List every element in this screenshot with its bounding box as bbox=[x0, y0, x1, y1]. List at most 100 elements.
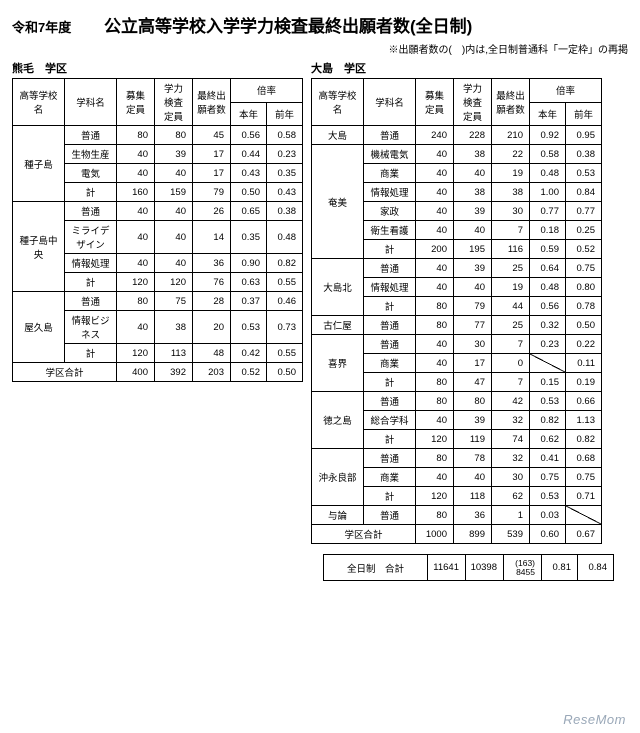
num-cell: 38 bbox=[454, 145, 492, 164]
num-cell: 17 bbox=[193, 164, 231, 183]
rate-cell: 0.90 bbox=[231, 254, 267, 273]
dept-cell: 普通 bbox=[364, 259, 416, 278]
total-cell: 0.50 bbox=[267, 363, 303, 382]
right-table: 高等学校名 学科名 募集 定員 学力 検査 定員 最終出 願者数 倍率 本年 前… bbox=[311, 78, 602, 544]
rate-cell: 0.37 bbox=[231, 292, 267, 311]
rate-cell: 0.59 bbox=[530, 240, 566, 259]
th-capacity: 募集 定員 bbox=[117, 79, 155, 126]
rate-cell: 0.75 bbox=[566, 468, 602, 487]
rate-cell: 0.32 bbox=[530, 316, 566, 335]
rate-cell: 0.82 bbox=[267, 254, 303, 273]
num-cell: 45 bbox=[193, 126, 231, 145]
table-row: 奄美機械電気4038220.580.38 bbox=[312, 145, 602, 164]
dept-cell: 商業 bbox=[364, 468, 416, 487]
num-cell: 7 bbox=[492, 335, 530, 354]
num-cell: 80 bbox=[117, 292, 155, 311]
num-cell: 40 bbox=[416, 221, 454, 240]
school-cell: 与論 bbox=[312, 506, 364, 525]
num-cell: 30 bbox=[492, 202, 530, 221]
dept-cell: 普通 bbox=[65, 126, 117, 145]
th-capacity: 募集 定員 bbox=[416, 79, 454, 126]
dept-cell: 計 bbox=[364, 373, 416, 392]
rate-cell: 0.84 bbox=[566, 183, 602, 202]
th-thisyear: 本年 bbox=[231, 102, 267, 126]
rate-cell: 0.50 bbox=[231, 183, 267, 202]
num-cell: 30 bbox=[454, 335, 492, 354]
rate-cell: 0.64 bbox=[530, 259, 566, 278]
watermark: ReseMom bbox=[563, 712, 626, 727]
grand-e: 10398 bbox=[466, 555, 504, 581]
table-row: 古仁屋普通8077250.320.50 bbox=[312, 316, 602, 335]
rate-cell: 0.35 bbox=[267, 164, 303, 183]
total-cell: 1000 bbox=[416, 525, 454, 544]
rate-cell: 0.82 bbox=[566, 430, 602, 449]
num-cell: 76 bbox=[193, 273, 231, 292]
rate-cell: 0.78 bbox=[566, 297, 602, 316]
num-cell: 22 bbox=[492, 145, 530, 164]
school-cell: 種子島中央 bbox=[13, 202, 65, 292]
th-thisyear: 本年 bbox=[530, 102, 566, 126]
num-cell: 195 bbox=[454, 240, 492, 259]
rate-cell: 0.38 bbox=[566, 145, 602, 164]
num-cell: 40 bbox=[416, 183, 454, 202]
rate-cell: 0.44 bbox=[231, 145, 267, 164]
dept-cell: 計 bbox=[364, 297, 416, 316]
num-cell: 75 bbox=[155, 292, 193, 311]
num-cell: 40 bbox=[117, 202, 155, 221]
num-cell: 17 bbox=[454, 354, 492, 373]
rate-cell: 0.43 bbox=[231, 164, 267, 183]
dept-cell: 普通 bbox=[364, 126, 416, 145]
num-cell: 116 bbox=[492, 240, 530, 259]
num-cell: 40 bbox=[416, 468, 454, 487]
num-cell: 39 bbox=[454, 202, 492, 221]
right-district: 大島 学区 高等学校名 学科名 募集 定員 学力 検査 定員 最終出 願者数 倍… bbox=[311, 60, 614, 581]
rate-cell: 0.53 bbox=[231, 311, 267, 344]
num-cell: 42 bbox=[492, 392, 530, 411]
year-label: 令和7年度 bbox=[12, 17, 71, 36]
rate-cell: 0.77 bbox=[566, 202, 602, 221]
rate-cell: 0.11 bbox=[566, 354, 602, 373]
num-cell: 40 bbox=[117, 145, 155, 164]
dept-cell: 計 bbox=[65, 344, 117, 363]
num-cell: 160 bbox=[117, 183, 155, 202]
school-cell: 屋久島 bbox=[13, 292, 65, 363]
rate-cell: 0.68 bbox=[566, 449, 602, 468]
num-cell: 80 bbox=[416, 392, 454, 411]
num-cell: 40 bbox=[416, 145, 454, 164]
dept-cell: 普通 bbox=[364, 335, 416, 354]
dept-cell: 計 bbox=[364, 240, 416, 259]
num-cell: 80 bbox=[416, 449, 454, 468]
dept-cell: 普通 bbox=[65, 292, 117, 311]
rate-cell: 0.22 bbox=[566, 335, 602, 354]
num-cell: 210 bbox=[492, 126, 530, 145]
num-cell: 118 bbox=[454, 487, 492, 506]
num-cell: 36 bbox=[454, 506, 492, 525]
school-cell: 奄美 bbox=[312, 145, 364, 259]
num-cell: 38 bbox=[155, 311, 193, 344]
num-cell: 38 bbox=[492, 183, 530, 202]
rate-cell: 0.38 bbox=[267, 202, 303, 221]
num-cell: 40 bbox=[416, 278, 454, 297]
table-row: 種子島普通8080450.560.58 bbox=[13, 126, 303, 145]
num-cell: 77 bbox=[454, 316, 492, 335]
total-cell: 203 bbox=[193, 363, 231, 382]
grand-c: 11641 bbox=[428, 555, 466, 581]
num-cell: 40 bbox=[155, 254, 193, 273]
num-cell: 159 bbox=[155, 183, 193, 202]
num-cell: 120 bbox=[155, 273, 193, 292]
rate-cell: 0.43 bbox=[267, 183, 303, 202]
num-cell: 80 bbox=[416, 316, 454, 335]
dept-cell: 計 bbox=[65, 273, 117, 292]
table-row: 大島北普通4039250.640.75 bbox=[312, 259, 602, 278]
num-cell: 80 bbox=[416, 506, 454, 525]
rate-cell: 0.25 bbox=[566, 221, 602, 240]
tables-container: 熊毛 学区 高等学校名 学科名 募集 定員 学力 検査 定員 最終出 願者数 倍… bbox=[12, 60, 628, 581]
num-cell: 80 bbox=[416, 373, 454, 392]
rate-cell: 0.48 bbox=[530, 164, 566, 183]
rate-cell: 0.82 bbox=[530, 411, 566, 430]
num-cell: 25 bbox=[492, 316, 530, 335]
page-title: 公立高等学校入学学力検査最終出願者数(全日制) bbox=[104, 12, 472, 37]
dept-cell: 情報ビジネス bbox=[65, 311, 117, 344]
num-cell: 240 bbox=[416, 126, 454, 145]
table-row: 徳之島普通8080420.530.66 bbox=[312, 392, 602, 411]
